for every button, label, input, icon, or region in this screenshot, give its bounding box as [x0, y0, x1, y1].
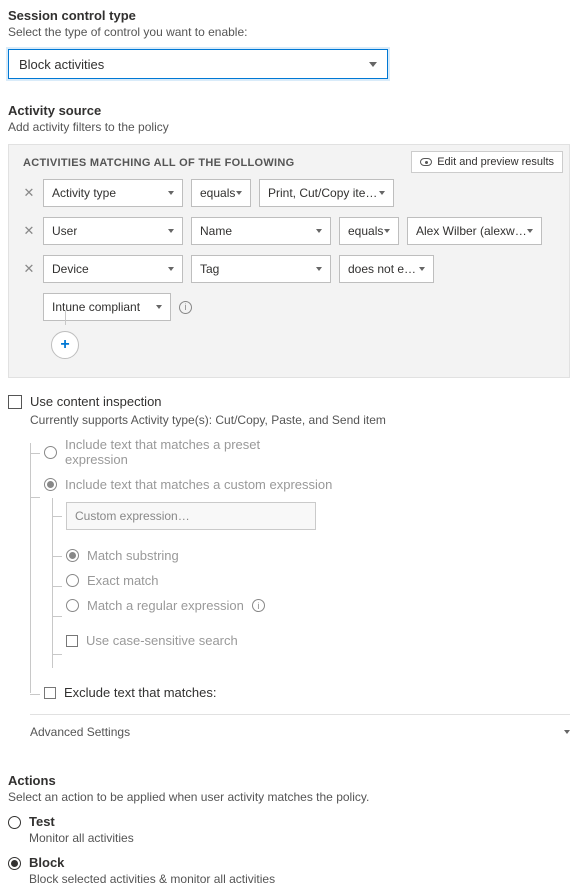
- match-regex-radio[interactable]: [66, 599, 79, 612]
- action-block-radio[interactable]: [8, 857, 21, 870]
- chevron-down-icon: [168, 267, 174, 271]
- action-test-row: Test Monitor all activities: [8, 814, 570, 845]
- preset-radio[interactable]: [44, 446, 57, 459]
- chevron-down-icon: [168, 191, 174, 195]
- filter-row: ✕ Activity type equals Print, Cut/Copy i…: [23, 179, 555, 207]
- action-test-desc: Monitor all activities: [29, 831, 134, 845]
- info-icon[interactable]: i: [179, 301, 192, 314]
- filter-row: ✕ Device Tag does not equal: [23, 255, 555, 283]
- content-inspection-supports: Currently supports Activity type(s): Cut…: [30, 413, 570, 427]
- exclude-label: Exclude text that matches:: [64, 685, 216, 700]
- filter-subrow: Intune compliant i: [43, 293, 555, 321]
- custom-option-row: Include text that matches a custom expre…: [44, 477, 570, 492]
- chevron-down-icon: [379, 191, 385, 195]
- plus-icon: +: [60, 337, 69, 353]
- preset-label-2: expression: [65, 452, 260, 467]
- preset-label-1: Include text that matches a preset: [65, 437, 260, 452]
- content-inspection-checkbox[interactable]: [8, 395, 22, 409]
- custom-expression-placeholder: Custom expression…: [75, 509, 190, 523]
- custom-expression-input[interactable]: Custom expression…: [66, 502, 316, 530]
- remove-filter-icon[interactable]: ✕: [23, 185, 35, 201]
- exclude-row: Exclude text that matches:: [44, 685, 570, 700]
- filter-value-select[interactable]: Alex Wilber (alexw@m…: [407, 217, 542, 245]
- activity-filter-panel: Edit and preview results ACTIVITIES MATC…: [8, 144, 570, 378]
- action-block-label: Block: [29, 855, 275, 870]
- eye-icon: [420, 158, 432, 166]
- match-regex-row: Match a regular expression i: [66, 598, 570, 613]
- action-block-desc: Block selected activities & monitor all …: [29, 872, 275, 886]
- chevron-down-icon: [156, 305, 162, 309]
- filter-op-select[interactable]: equals: [339, 217, 399, 245]
- case-sensitive-checkbox[interactable]: [66, 635, 78, 647]
- match-regex-label: Match a regular expression: [87, 598, 244, 613]
- actions-subtitle: Select an action to be applied when user…: [8, 790, 570, 804]
- exact-match-radio[interactable]: [66, 574, 79, 587]
- filter-type-select[interactable]: User: [43, 217, 183, 245]
- filter-op-select[interactable]: does not equal: [339, 255, 434, 283]
- custom-label: Include text that matches a custom expre…: [65, 477, 332, 492]
- content-inspection-row: Use content inspection: [8, 394, 570, 409]
- session-control-title: Session control type: [8, 8, 570, 23]
- case-sensitive-row: Use case-sensitive search: [66, 633, 570, 648]
- filter-type-select[interactable]: Activity type: [43, 179, 183, 207]
- match-substring-radio[interactable]: [66, 549, 79, 562]
- remove-filter-icon[interactable]: ✕: [23, 223, 35, 239]
- actions-title: Actions: [8, 773, 570, 788]
- advanced-settings-label: Advanced Settings: [30, 725, 130, 739]
- case-sensitive-label: Use case-sensitive search: [86, 633, 238, 648]
- filter-field-select[interactable]: Tag: [191, 255, 331, 283]
- chevron-down-icon: [527, 229, 533, 233]
- chevron-down-icon: [316, 229, 322, 233]
- chevron-down-icon: [384, 229, 390, 233]
- preset-option-row: Include text that matches a preset expre…: [44, 437, 570, 467]
- session-control-select[interactable]: Block activities: [8, 49, 388, 79]
- filter-subvalue-select[interactable]: Intune compliant: [43, 293, 171, 321]
- edit-preview-button[interactable]: Edit and preview results: [411, 151, 563, 173]
- match-substring-label: Match substring: [87, 548, 179, 563]
- filter-field-select[interactable]: Name: [191, 217, 331, 245]
- action-test-radio[interactable]: [8, 816, 21, 829]
- match-substring-row: Match substring: [66, 548, 570, 563]
- filter-op-select[interactable]: equals: [191, 179, 251, 207]
- info-icon[interactable]: i: [252, 599, 265, 612]
- session-control-subtitle: Select the type of control you want to e…: [8, 25, 570, 39]
- activity-source-subtitle: Add activity filters to the policy: [8, 120, 570, 134]
- content-inspection-label: Use content inspection: [30, 394, 162, 409]
- exclude-checkbox[interactable]: [44, 687, 56, 699]
- session-control-value: Block activities: [19, 57, 104, 72]
- chevron-down-icon: [236, 191, 242, 195]
- remove-filter-icon[interactable]: ✕: [23, 261, 35, 277]
- filter-type-select[interactable]: Device: [43, 255, 183, 283]
- exact-match-row: Exact match: [66, 573, 570, 588]
- chevron-down-icon: [419, 267, 425, 271]
- activity-source-title: Activity source: [8, 103, 570, 118]
- advanced-settings-toggle[interactable]: Advanced Settings: [30, 714, 570, 749]
- custom-radio[interactable]: [44, 478, 57, 491]
- chevron-down-icon: [564, 730, 570, 734]
- edit-preview-label: Edit and preview results: [437, 156, 554, 168]
- chevron-down-icon: [369, 62, 377, 67]
- chevron-down-icon: [168, 229, 174, 233]
- chevron-down-icon: [316, 267, 322, 271]
- action-test-label: Test: [29, 814, 134, 829]
- add-filter-button[interactable]: +: [51, 331, 79, 359]
- filter-value-select[interactable]: Print, Cut/Copy item, …: [259, 179, 394, 207]
- filter-row: ✕ User Name equals Alex Wilber (alexw@m…: [23, 217, 555, 245]
- exact-match-label: Exact match: [87, 573, 159, 588]
